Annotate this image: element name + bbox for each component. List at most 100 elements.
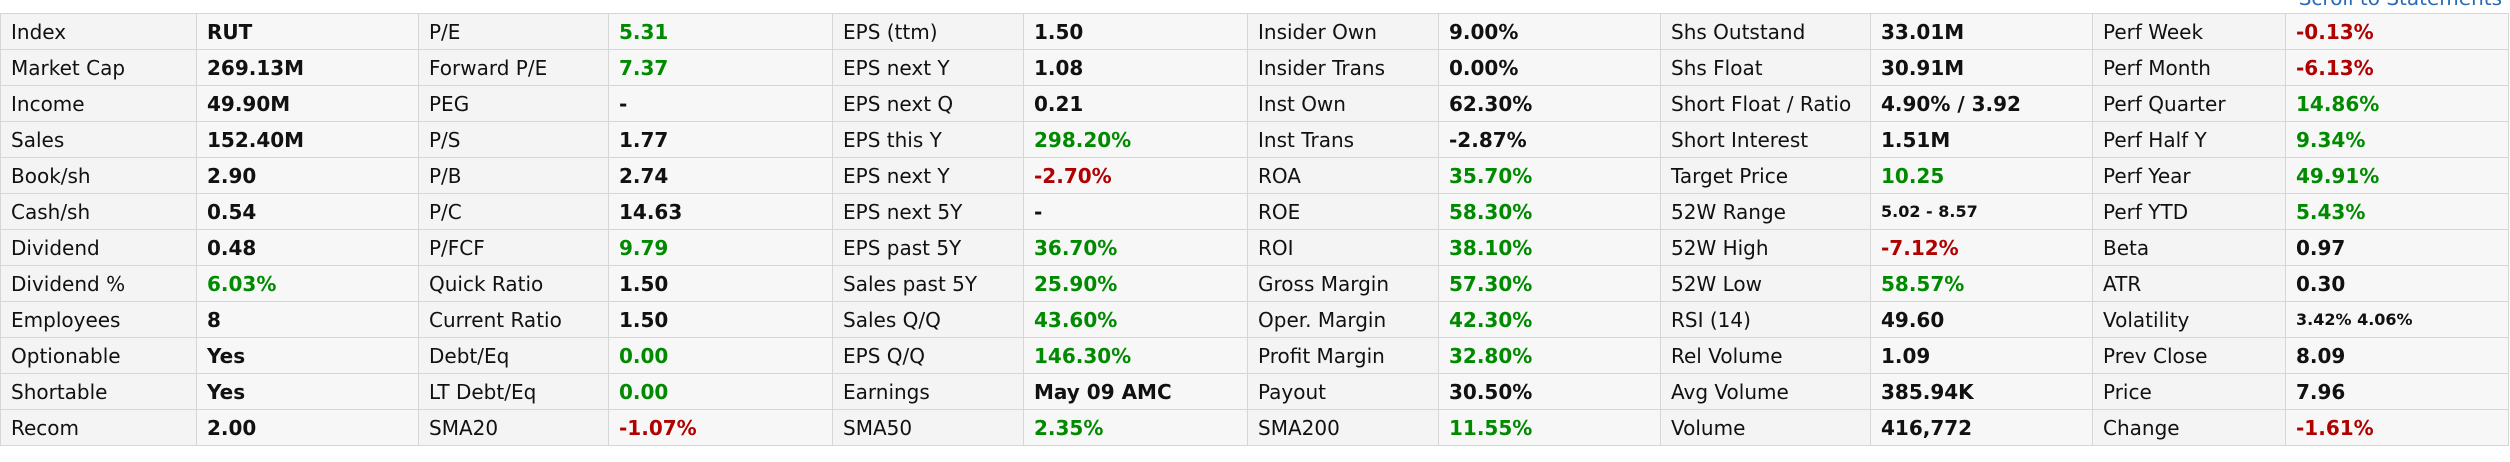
metric-value: 35.70% — [1438, 157, 1661, 194]
metric-label: ROA — [1247, 157, 1439, 194]
metric-label: EPS this Y — [832, 121, 1024, 158]
metric-value: 3.42% 4.06% — [2285, 301, 2509, 338]
metric-value: 58.57% — [1870, 265, 2093, 302]
metric-label: Payout — [1247, 373, 1439, 410]
table-row: Shortable Yes LT Debt/Eq 0.00 Earnings May 09… — [0, 373, 2509, 410]
metric-value: -7.12% — [1870, 229, 2093, 266]
metric-value: 8 — [196, 301, 419, 338]
metric-value: 38.10% — [1438, 229, 1661, 266]
metric-label: RSI (14) — [1660, 301, 1871, 338]
metric-label: Volume — [1660, 409, 1871, 446]
metric-label: Shortable — [0, 373, 197, 410]
metric-value: 0.54 — [196, 193, 419, 230]
metric-value: 1.77 — [608, 121, 833, 158]
metric-label: Book/sh — [0, 157, 197, 194]
metric-label: P/FCF — [418, 229, 609, 266]
metric-label: 52W Low — [1660, 265, 1871, 302]
metric-value: 6.03% — [196, 265, 419, 302]
metric-value: 1.50 — [1023, 13, 1248, 50]
metric-label: Target Price — [1660, 157, 1871, 194]
metric-value: 298.20% — [1023, 121, 1248, 158]
metric-value: 385.94K — [1870, 373, 2093, 410]
metric-label: Quick Ratio — [418, 265, 609, 302]
table-row: Index RUT P/E 5.31 EPS (ttm) 1.50 Insider Own 9… — [0, 13, 2509, 50]
metric-value: 0.30 — [2285, 265, 2509, 302]
metric-value: 57.30% — [1438, 265, 1661, 302]
table-row: Recom 2.00 SMA20 -1.07% SMA50 2.35% SMA200 11.5… — [0, 409, 2509, 446]
metric-label: EPS (ttm) — [832, 13, 1024, 50]
metric-value: 0.21 — [1023, 85, 1248, 122]
table-row: Book/sh 2.90 P/B 2.74 EPS next Y -2.70% ROA 35.… — [0, 157, 2509, 194]
metric-value: 0.00 — [608, 337, 833, 374]
metric-label: Forward P/E — [418, 49, 609, 86]
metric-value: - — [608, 85, 833, 122]
metric-label: Price — [2092, 373, 2286, 410]
metric-label: P/B — [418, 157, 609, 194]
metric-label: EPS next 5Y — [832, 193, 1024, 230]
metric-label: 52W Range — [1660, 193, 1871, 230]
metric-value: Yes — [196, 337, 419, 374]
metric-value: 33.01M — [1870, 13, 2093, 50]
metric-label: Volatility — [2092, 301, 2286, 338]
metric-label: Sales past 5Y — [832, 265, 1024, 302]
metric-value: -1.07% — [608, 409, 833, 446]
metric-value: -0.13% — [2285, 13, 2509, 50]
metric-label: Gross Margin — [1247, 265, 1439, 302]
table-row: Market Cap 269.13M Forward P/E 7.37 EPS next… — [0, 49, 2509, 86]
metric-value: 9.00% — [1438, 13, 1661, 50]
metric-label: Perf Half Y — [2092, 121, 2286, 158]
metric-value: -6.13% — [2285, 49, 2509, 86]
metric-value: 30.91M — [1870, 49, 2093, 86]
metric-value: 49.90M — [196, 85, 419, 122]
metric-label: Beta — [2092, 229, 2286, 266]
metric-value: 36.70% — [1023, 229, 1248, 266]
metric-value: 11.55% — [1438, 409, 1661, 446]
table-row: Income 49.90M PEG - EPS next Q 0.21 Inst Own 62… — [0, 85, 2509, 122]
metric-label: Insider Trans — [1247, 49, 1439, 86]
metric-label: EPS next Q — [832, 85, 1024, 122]
metric-label: PEG — [418, 85, 609, 122]
metric-label: Inst Own — [1247, 85, 1439, 122]
metric-value: 7.96 — [2285, 373, 2509, 410]
metric-value: May 09 AMC — [1023, 373, 1248, 410]
metric-label: Rel Volume — [1660, 337, 1871, 374]
metric-label: SMA50 — [832, 409, 1024, 446]
metric-value: 5.31 — [608, 13, 833, 50]
metric-label: Debt/Eq — [418, 337, 609, 374]
metric-value: 0.97 — [2285, 229, 2509, 266]
metric-value: 5.02 - 8.57 — [1870, 193, 2093, 230]
metric-value: -1.61% — [2285, 409, 2509, 446]
metric-label: Shs Outstand — [1660, 13, 1871, 50]
metric-label: Sales Q/Q — [832, 301, 1024, 338]
metric-value: - — [1023, 193, 1248, 230]
statements-link[interactable]: Scroll to Statements — [2299, 0, 2502, 10]
metric-label: Perf Week — [2092, 13, 2286, 50]
metric-label: Prev Close — [2092, 337, 2286, 374]
metric-value: 8.09 — [2285, 337, 2509, 374]
metric-label: Perf Month — [2092, 49, 2286, 86]
metric-value: 62.30% — [1438, 85, 1661, 122]
metric-label: Optionable — [0, 337, 197, 374]
metric-value: 14.63 — [608, 193, 833, 230]
metric-label: Short Interest — [1660, 121, 1871, 158]
metric-value: 42.30% — [1438, 301, 1661, 338]
metric-label: ROE — [1247, 193, 1439, 230]
metric-label: Perf YTD — [2092, 193, 2286, 230]
metric-label: P/S — [418, 121, 609, 158]
metric-label: Avg Volume — [1660, 373, 1871, 410]
metric-value: 30.50% — [1438, 373, 1661, 410]
metric-value: 2.90 — [196, 157, 419, 194]
metric-value: 0.00 — [608, 373, 833, 410]
metric-label: Insider Own — [1247, 13, 1439, 50]
metric-label: Employees — [0, 301, 197, 338]
metric-label: P/C — [418, 193, 609, 230]
metric-value: 2.35% — [1023, 409, 1248, 446]
metric-label: Shs Float — [1660, 49, 1871, 86]
metric-value: 0.48 — [196, 229, 419, 266]
metric-value: 1.50 — [608, 301, 833, 338]
metric-value: 1.51M — [1870, 121, 2093, 158]
table-row: Dividend % 6.03% Quick Ratio 1.50 Sales past… — [0, 265, 2509, 302]
metric-label: Cash/sh — [0, 193, 197, 230]
metric-value: 269.13M — [196, 49, 419, 86]
